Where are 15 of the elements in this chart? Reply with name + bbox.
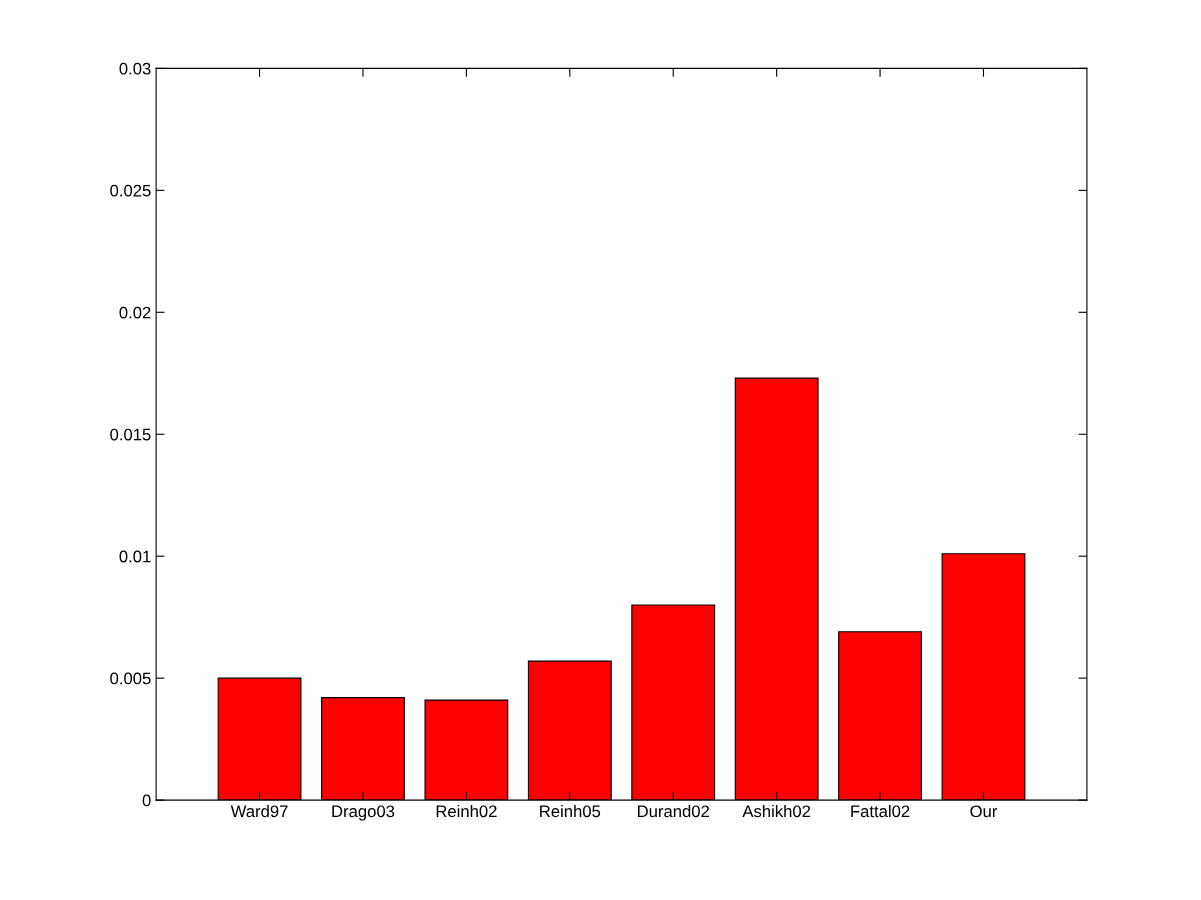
y-tick-label: 0.025 — [110, 184, 151, 197]
x-tick-label: Drago03 — [332, 805, 395, 821]
y-tick-label: 0.015 — [110, 428, 151, 441]
y-tick-label: 0 — [142, 794, 151, 807]
x-tick-label: Ashikh02 — [742, 804, 811, 818]
y-tick-label: 0.01 — [119, 550, 151, 563]
y-tick-label: 0.005 — [110, 672, 151, 685]
x-tick-label: Our — [970, 805, 998, 818]
y-tick-label: 0.03 — [119, 62, 151, 75]
x-tick-label: Fattal02 — [851, 804, 910, 818]
x-tick-label: Reinh05 — [540, 804, 601, 818]
x-tick-label: Reinh02 — [436, 804, 497, 818]
x-tick-label: Durand02 — [638, 804, 709, 818]
y-tick-label: 0.02 — [119, 306, 151, 319]
x-tick-label: Ward97 — [230, 804, 288, 818]
